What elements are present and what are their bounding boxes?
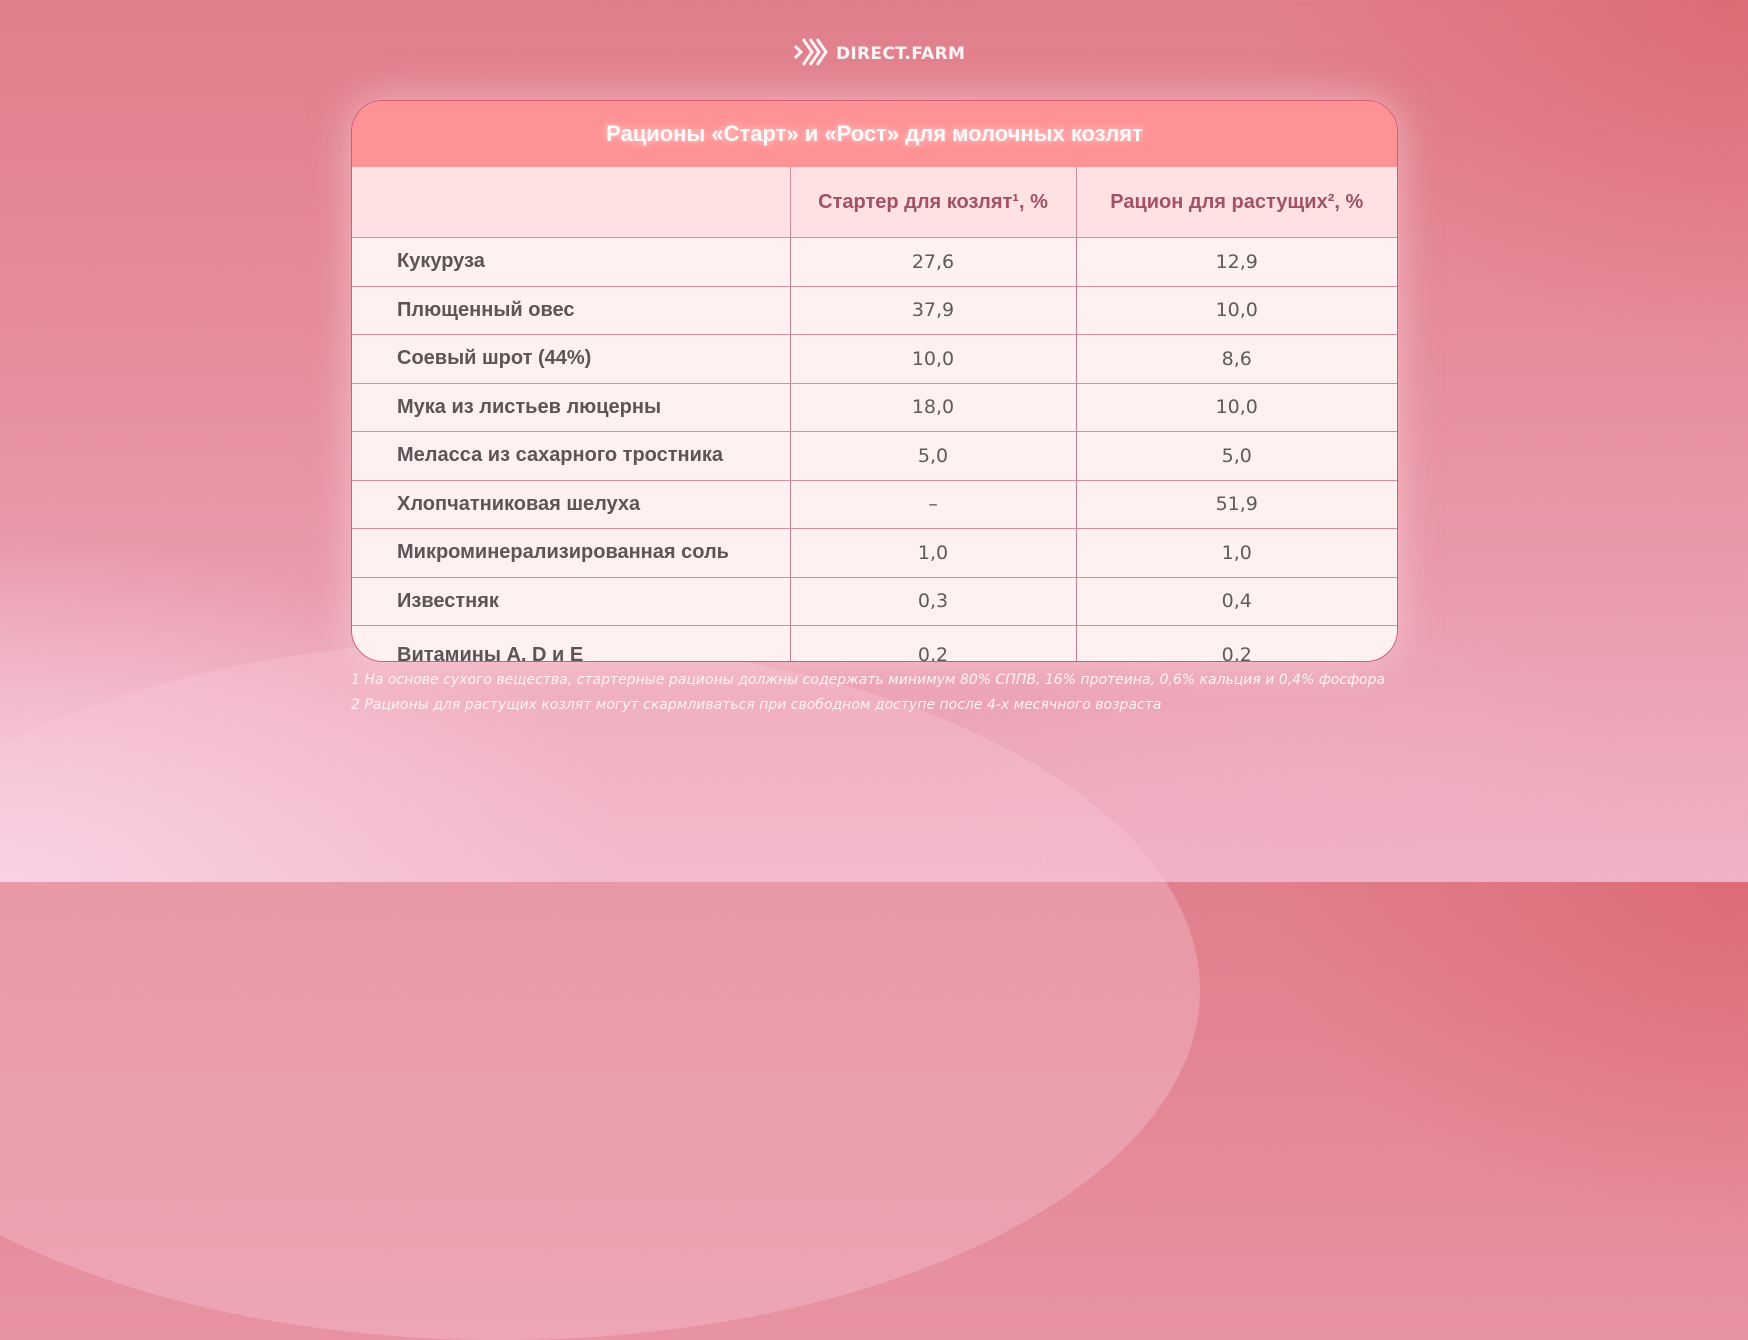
ingredient-name: Витамины A, D и E bbox=[352, 625, 791, 661]
ingredient-name: Соевый шрот (44%) bbox=[352, 334, 791, 384]
grower-value: 1,0 bbox=[1076, 528, 1397, 578]
header-starter: Стартер для козлят¹, % bbox=[790, 167, 1077, 238]
ingredient-name: Кукуруза bbox=[352, 237, 791, 287]
table-row: Хлопчатниковая шелуха – 51,9 bbox=[352, 480, 1397, 529]
header-row: Стартер для козлят¹, % Рацион для растущ… bbox=[352, 167, 1397, 238]
table-row: Мука из листьев люцерны 18,0 10,0 bbox=[352, 383, 1397, 432]
grower-value: 0,2 bbox=[1076, 625, 1397, 661]
ration-table: Стартер для козлят¹, % Рацион для растущ… bbox=[352, 167, 1397, 661]
starter-value: – bbox=[790, 480, 1077, 529]
starter-value: 27,6 bbox=[790, 237, 1077, 287]
starter-value: 37,9 bbox=[790, 286, 1077, 335]
footnote-2: 2 Рационы для растущих козлят могут скар… bbox=[351, 697, 1162, 713]
brand-name: DIRECT.FARM bbox=[836, 44, 966, 64]
grower-value: 8,6 bbox=[1076, 334, 1397, 384]
starter-value: 0,3 bbox=[790, 577, 1077, 626]
footnotes: 1 На основе сухого вещества, стартерные … bbox=[351, 668, 1385, 718]
table-row: Соевый шрот (44%) 10,0 8,6 bbox=[352, 334, 1397, 384]
grower-value: 12,9 bbox=[1076, 237, 1397, 287]
starter-value: 5,0 bbox=[790, 431, 1077, 481]
ingredient-name: Микроминерализированная соль bbox=[352, 528, 791, 578]
grower-value: 10,0 bbox=[1076, 286, 1397, 335]
table-row: Кукуруза 27,6 12,9 bbox=[352, 237, 1397, 287]
table-title: Рационы «Старт» и «Рост» для молочных ко… bbox=[352, 101, 1397, 167]
starter-value: 18,0 bbox=[790, 383, 1077, 432]
chevrons-right-icon bbox=[792, 35, 828, 74]
footnote-1: 1 На основе сухого вещества, стартерные … bbox=[351, 672, 1386, 688]
ration-table-card: Рационы «Старт» и «Рост» для молочных ко… bbox=[351, 100, 1398, 662]
header-ingredient bbox=[352, 167, 791, 238]
table-row: Меласса из сахарного тростника 5,0 5,0 bbox=[352, 431, 1397, 481]
table-row: Витамины A, D и E 0,2 0,2 bbox=[352, 625, 1397, 661]
table-row: Плющенный овес 37,9 10,0 bbox=[352, 286, 1397, 335]
background-curve bbox=[0, 640, 1200, 1340]
header-grower: Рацион для растущих², % bbox=[1076, 167, 1397, 238]
grower-value: 51,9 bbox=[1076, 480, 1397, 529]
starter-value: 0,2 bbox=[790, 625, 1077, 661]
starter-value: 1,0 bbox=[790, 528, 1077, 578]
grower-value: 5,0 bbox=[1076, 431, 1397, 481]
grower-value: 0,4 bbox=[1076, 577, 1397, 626]
table-row: Микроминерализированная соль 1,0 1,0 bbox=[352, 528, 1397, 578]
ingredient-name: Плющенный овес bbox=[352, 286, 791, 335]
ingredient-name: Мука из листьев люцерны bbox=[352, 383, 791, 432]
brand-logo: DIRECT.FARM bbox=[792, 37, 965, 71]
ingredient-name: Известняк bbox=[352, 577, 791, 626]
ingredient-name: Меласса из сахарного тростника bbox=[352, 431, 791, 481]
starter-value: 10,0 bbox=[790, 334, 1077, 384]
table-row: Известняк 0,3 0,4 bbox=[352, 577, 1397, 626]
grower-value: 10,0 bbox=[1076, 383, 1397, 432]
ingredient-name: Хлопчатниковая шелуха bbox=[352, 480, 791, 529]
